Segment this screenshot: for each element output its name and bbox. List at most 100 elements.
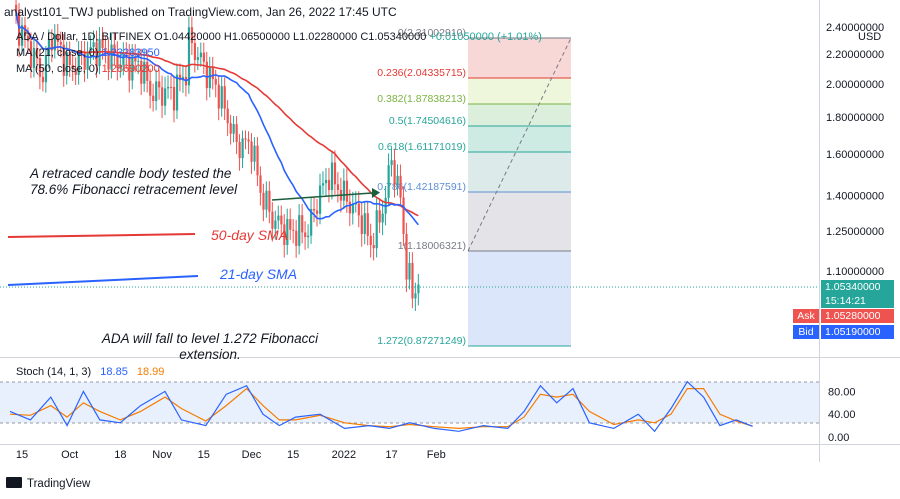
candle-body	[396, 175, 399, 185]
candle-body	[125, 54, 128, 57]
fib-label-0.5: 0.5(1.74504616)	[389, 115, 466, 127]
candle-body	[32, 48, 36, 68]
candle-body	[253, 145, 256, 162]
candle-body	[229, 123, 232, 134]
candle-body	[330, 162, 334, 191]
stoch-k-value: 18.85	[100, 366, 128, 378]
candle-body	[366, 213, 369, 236]
candle-body	[351, 204, 354, 214]
candle-body	[116, 53, 119, 68]
price-tick-label: 1.60000000	[826, 149, 884, 161]
candle-body	[313, 208, 316, 211]
candle-body	[83, 52, 86, 70]
stoch-k-line	[9, 380, 753, 433]
fibonacci-labels: 0(2.31002910) 0.236(2.04335715) 0.382(1.87…	[377, 27, 466, 347]
candle-body	[387, 165, 390, 198]
time-tick-label: 2022	[332, 449, 356, 461]
candle-body	[199, 52, 202, 58]
candle-body	[77, 52, 80, 75]
fib-zone-0236-0382	[468, 78, 571, 104]
change-value: +0.01050000 (+1.01%)	[429, 31, 542, 43]
sma50-label-line	[7, 233, 196, 238]
candle-body	[23, 25, 27, 36]
symbol-label[interactable]: ADA / Dollar, 1D, BITFINEX	[16, 31, 152, 43]
candle-body	[295, 230, 298, 246]
candle-body	[321, 183, 325, 186]
close-value: C1.05340000	[360, 31, 427, 43]
candle-body	[223, 86, 226, 109]
candle-body	[247, 139, 250, 142]
candle-body	[38, 58, 42, 77]
candle-body	[68, 52, 71, 66]
candle-body	[226, 108, 229, 124]
candle-body	[122, 54, 125, 66]
price-tick-label: 2.20000000	[826, 49, 884, 61]
candle-body	[143, 61, 146, 84]
ma50-legend[interactable]: MA (50, close, 0) 1.28690200	[16, 63, 160, 75]
ask-value: 1.05280000	[821, 309, 894, 323]
ma50-line	[15, 10, 419, 217]
candle-body	[316, 210, 319, 214]
candle-body	[205, 61, 208, 89]
candle-body	[333, 162, 337, 185]
candle-body	[238, 141, 241, 159]
price-tick-label: 1.10000000	[826, 266, 884, 278]
candle-body	[265, 190, 268, 210]
fall-note-line1: ADA will fall to level 1.272 Fibonacci	[101, 331, 319, 346]
tradingview-footer[interactable]: TradingView	[6, 477, 90, 490]
stoch-axis[interactable]: 80.00 40.00 0.00	[828, 386, 856, 444]
ma50-value: 1.28690200	[101, 63, 160, 75]
candle-body	[80, 52, 83, 54]
candle-body	[256, 145, 259, 176]
candle-body	[161, 87, 164, 106]
candle-body	[214, 79, 217, 85]
fall-note-line2: extension.	[179, 347, 241, 362]
candle-body	[152, 95, 155, 102]
stoch-tick-label: 40.00	[828, 409, 856, 421]
sma50-label: 50-day SMA	[211, 227, 289, 243]
candle-body	[21, 25, 24, 46]
candle-body	[113, 44, 116, 54]
candle-body	[119, 65, 122, 68]
candle-body	[35, 48, 39, 59]
price-tick-label: 2.40000000	[826, 22, 884, 34]
candle-body	[342, 180, 346, 201]
fib-label-0: 0(2.31002910)	[398, 27, 466, 39]
candle-body	[319, 185, 322, 214]
ma21-legend[interactable]: MA (21, close, 0) 1.23283950	[16, 47, 160, 59]
candle-body	[262, 192, 265, 210]
candle-body	[268, 190, 271, 212]
fib-zone-0382-05	[468, 104, 571, 126]
candle-body	[411, 262, 414, 299]
ma50-label: MA (50, close, 0)	[16, 63, 99, 75]
candle-body	[301, 215, 304, 233]
time-tick-label: 17	[385, 449, 397, 461]
stoch-legend[interactable]: Stoch (14, 1, 3) 18.85 18.99	[16, 366, 164, 378]
price-tick-label: 2.00000000	[826, 79, 884, 91]
time-tick-label: Oct	[61, 449, 78, 461]
time-axis[interactable]: 15 Oct 18 Nov 15 Dec 15 2022 17 Feb	[16, 449, 446, 461]
candle-body	[378, 210, 381, 223]
candle-body	[363, 213, 366, 235]
candle-body	[211, 66, 214, 80]
candle-body	[92, 42, 95, 48]
candle-body	[56, 34, 59, 42]
candle-body	[158, 81, 161, 88]
sma21-label: 21-day SMA	[220, 266, 298, 282]
fib-label-0.618: 0.618(1.61171019)	[378, 141, 466, 153]
candle-body	[402, 197, 405, 234]
candle-body	[345, 180, 349, 202]
ma21-line	[15, 10, 419, 226]
candle-body	[357, 203, 360, 216]
candle-body	[134, 56, 137, 62]
candle-body	[74, 68, 77, 75]
current-price-tag: 1.05340000	[821, 280, 894, 294]
price-axis[interactable]: 2.40000000 2.20000000 2.00000000 1.80000000…	[826, 22, 884, 278]
candle-body	[405, 233, 408, 280]
bid-value: 1.05190000	[821, 325, 894, 339]
candle-body	[292, 229, 295, 231]
candle-body	[277, 215, 280, 221]
fall-note: ADA will fall to level 1.272 Fibonacci e…	[60, 331, 360, 363]
candle-body	[390, 160, 393, 166]
candle-body	[29, 41, 33, 68]
